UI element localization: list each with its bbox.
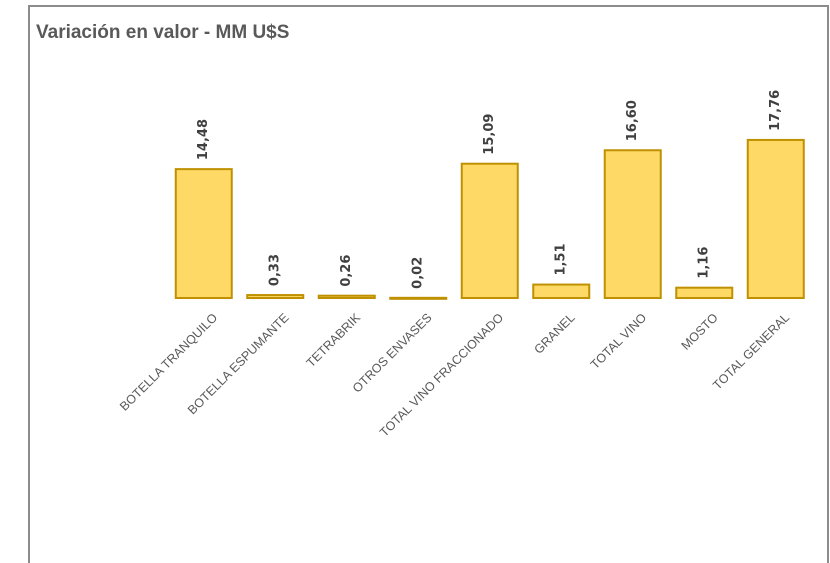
x-tick-label: TETRABRIK <box>304 310 364 370</box>
x-tick-label: TOTAL VINO FRACCIONADO <box>377 310 506 439</box>
data-label: 1,16 <box>697 247 712 279</box>
bar <box>246 294 305 299</box>
bar <box>174 168 233 299</box>
x-tick-label: TOTAL GENERAL <box>710 311 792 393</box>
x-tick-label: TOTAL VINO <box>588 310 650 372</box>
bar <box>746 138 805 299</box>
data-label: 15,09 <box>482 114 497 155</box>
bar <box>317 294 376 300</box>
bar <box>532 283 591 300</box>
bar <box>389 296 448 300</box>
x-tick-label: GRANEL <box>531 311 577 357</box>
data-label: 17,76 <box>768 90 783 131</box>
data-label: 0,02 <box>411 257 426 289</box>
chart-title: Variación en valor - MM U$S <box>36 22 289 43</box>
x-tick-label: OTROS ENVASES <box>350 311 435 396</box>
bar <box>603 149 662 299</box>
data-label: 14,48 <box>196 119 211 160</box>
data-label: 1,51 <box>554 243 569 275</box>
data-label: 16,60 <box>625 100 640 141</box>
data-label: 0,26 <box>339 255 354 287</box>
frame <box>28 5 829 563</box>
bar <box>675 286 734 299</box>
bar <box>460 162 519 299</box>
x-tick-label: MOSTO <box>679 310 721 352</box>
data-label: 0,33 <box>268 254 283 286</box>
